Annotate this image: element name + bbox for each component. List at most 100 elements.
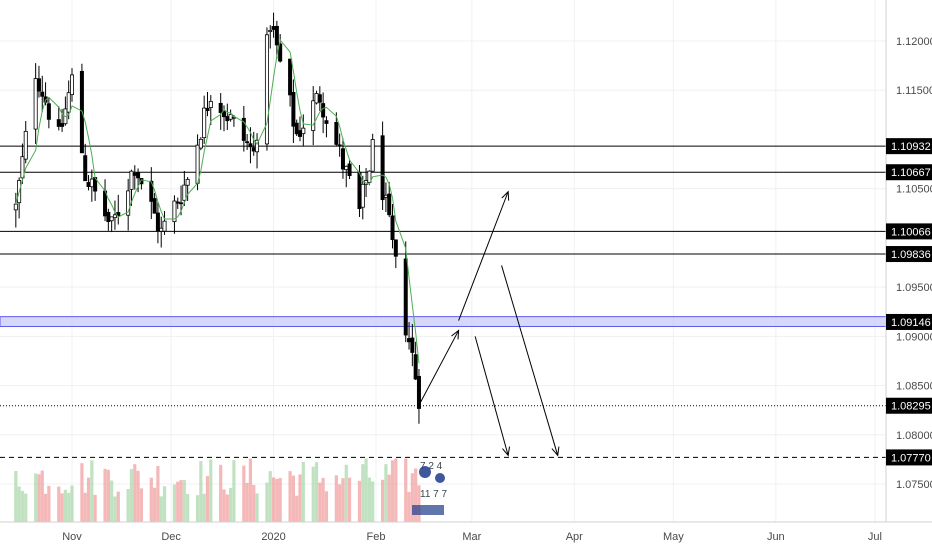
time-axis-label: Dec [161, 531, 181, 543]
candle-body-down [294, 122, 299, 135]
projection-arrow-head [501, 190, 510, 201]
candle-body-up [129, 170, 134, 190]
volume-bar [20, 490, 25, 522]
flag-icon [412, 505, 444, 515]
price-level-tag-label: 1.10066 [891, 226, 931, 238]
candle-body-up [162, 220, 167, 232]
price-axis-label: 1.12000 [896, 36, 932, 48]
volume-bar [271, 477, 276, 522]
volume-bar [248, 458, 253, 522]
volume-bar [126, 489, 130, 522]
candle-body-down [251, 147, 256, 152]
candle-body-down [390, 215, 395, 241]
time-axis-label: 2020 [261, 531, 285, 543]
volume-bar [394, 458, 398, 522]
volume-bar [90, 460, 94, 522]
time-axis-label: May [663, 531, 684, 543]
volume-bar [116, 491, 120, 522]
candle-body-down [407, 338, 412, 343]
candle-body-up [198, 138, 203, 149]
volume-bar [80, 463, 84, 522]
candle-body-down [56, 119, 61, 127]
volume-bar [159, 496, 163, 522]
candle-body-down [106, 211, 111, 223]
volume-bar [245, 482, 249, 522]
price-axis-label: 1.09000 [896, 331, 932, 343]
price-level-tag-label: 1.09146 [891, 317, 931, 329]
volume-bar [43, 493, 48, 522]
price-level-tag-label: 1.07770 [891, 452, 931, 464]
candle-body-up [360, 183, 365, 208]
candlesticks [13, 12, 421, 424]
projection-arrow [501, 265, 559, 456]
volume-bar [344, 464, 348, 522]
candle-body-up [89, 178, 94, 188]
price-level-tag-label: 1.10932 [891, 141, 931, 153]
time-axis-label: Mar [462, 531, 481, 543]
time-axis[interactable]: Nov Dec 2020 Feb Mar Apr May Jun Jul [62, 531, 882, 543]
candle-body-down [36, 78, 41, 92]
volume-bar [209, 459, 213, 522]
volume-bar [265, 482, 269, 522]
volume-bar [404, 458, 408, 522]
indicator-overlay: 7 2 4 11 7 7 [412, 461, 447, 515]
volume-bar [199, 461, 203, 522]
volume-bar [232, 460, 236, 522]
volume-bar [47, 485, 51, 522]
candle-body-down [357, 171, 362, 209]
volume-bar [205, 476, 210, 522]
volume-bar [291, 475, 295, 522]
volume-bar [338, 484, 342, 522]
volume-bar [186, 493, 190, 522]
volume-bar [17, 486, 21, 522]
candle-body-down [317, 94, 322, 103]
candle-body-down [40, 91, 45, 97]
price-level-tag [886, 138, 932, 155]
volume-bar [106, 469, 110, 522]
candle-body-down [274, 25, 279, 46]
candle-body-up [367, 170, 372, 183]
price-level-tag [886, 246, 932, 263]
candle-body-up [311, 100, 316, 131]
price-axis-label: 1.08000 [896, 430, 932, 442]
volume-bar [295, 495, 299, 522]
volume-bar [229, 487, 233, 522]
price-level-tag [886, 164, 932, 181]
candle-body-up [255, 139, 260, 153]
projection-arrow-head [451, 329, 460, 340]
volume-bar [136, 470, 140, 522]
volume-bar [222, 489, 226, 522]
projection-arrow-head [502, 446, 511, 457]
volume-bar [219, 464, 223, 522]
candle-body-down [416, 375, 421, 409]
candle-body-down [278, 43, 283, 62]
candle-body-down [291, 91, 296, 127]
volume-bar [93, 494, 97, 522]
projection-arrow [474, 336, 509, 456]
candle-body-down [410, 337, 415, 353]
volume-bar [14, 470, 18, 522]
volume-bar [34, 473, 38, 522]
candle-body-down [155, 212, 160, 232]
volume-bar [278, 478, 282, 522]
candle-body-down [218, 102, 223, 113]
volume-bar [417, 485, 421, 522]
price-axis[interactable]: 1.12000 1.11500 1.10500 1.09500 1.09000 1.085… [896, 36, 932, 491]
price-axis-label: 1.09500 [896, 282, 932, 294]
candle-body-up [126, 190, 131, 216]
volume-bar [275, 478, 279, 522]
indicator-badge-icon [435, 473, 445, 483]
volume-bar [361, 464, 365, 522]
indicator-line-1: 7 2 4 [420, 461, 443, 472]
volume-bar [384, 464, 388, 522]
candle-body-down [271, 26, 276, 30]
volume-bar [24, 493, 28, 522]
candle-body-up [33, 78, 38, 130]
volume-bar [179, 480, 183, 522]
volume-bar [324, 491, 329, 522]
moving-average-line [15, 38, 420, 364]
volume-bar [133, 464, 137, 522]
candle-body-down [347, 163, 352, 176]
candle-body-up [109, 216, 114, 222]
